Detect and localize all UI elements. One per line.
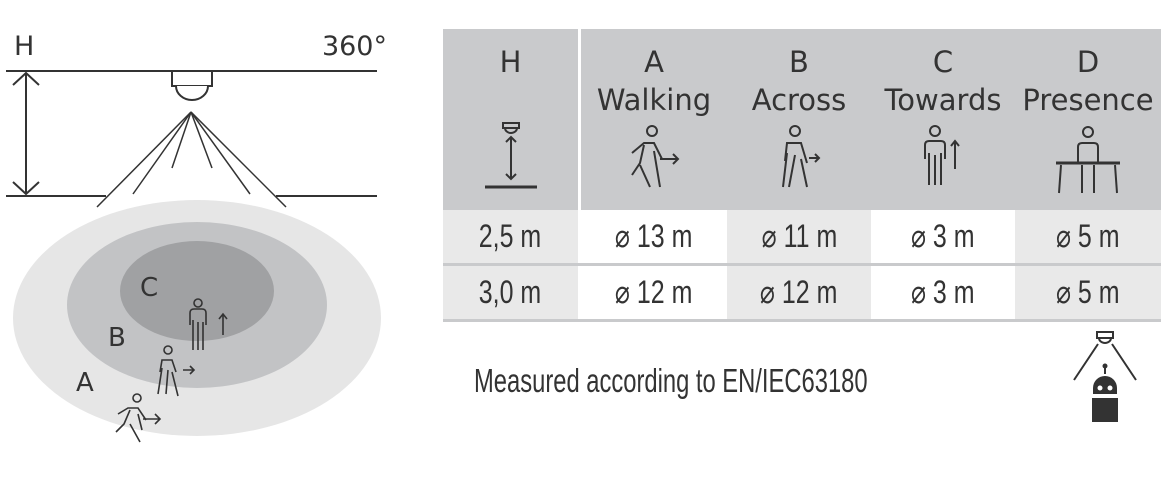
header-walking: A Walking — [581, 29, 727, 210]
table-header — [443, 29, 1161, 210]
header-letter: A — [644, 45, 664, 79]
cell-text: ⌀ 12 m — [760, 274, 838, 310]
cell-text: ⌀ 13 m — [615, 218, 693, 254]
zone-label-c: C — [140, 273, 158, 303]
header-letter: D — [1076, 45, 1100, 79]
cell-text: 2,5 m — [479, 218, 542, 254]
cell-walking: ⌀ 13 m — [581, 210, 727, 263]
measurement-note: Measured according to EN/IEC63180 — [474, 362, 868, 399]
walking-person-icon — [631, 125, 680, 188]
header-label: Presence — [1022, 83, 1154, 117]
detection-rays — [96, 111, 287, 208]
zone-c — [120, 241, 274, 341]
cell-walking: ⌀ 12 m — [581, 266, 727, 319]
header-label: Towards — [884, 83, 1002, 117]
height-label: H — [14, 31, 34, 62]
cell-presence: ⌀ 5 m — [1015, 210, 1161, 263]
cell-text: ⌀ 5 m — [1056, 218, 1120, 254]
cell-towards: ⌀ 3 m — [871, 210, 1015, 263]
walking-person-icon — [115, 393, 162, 443]
cell-text: ⌀ 3 m — [911, 218, 975, 254]
person-towards-icon — [189, 298, 228, 350]
person-across-icon — [782, 125, 821, 188]
column-divider — [578, 29, 581, 320]
header-presence: D Presence — [1015, 29, 1161, 210]
header-towards: C Towards — [871, 29, 1015, 210]
ceiling-sensor-robot-icon — [1073, 331, 1137, 422]
row-separator — [443, 319, 1161, 322]
person-across-icon — [157, 345, 196, 397]
ceiling-sensor-icon — [171, 70, 213, 101]
person-towards-icon — [924, 125, 960, 185]
header-label: Walking — [596, 83, 712, 117]
cell-text: ⌀ 11 m — [761, 218, 837, 254]
cell-towards: ⌀ 3 m — [871, 266, 1015, 319]
cell-across: ⌀ 11 m — [727, 210, 871, 263]
zone-label-b: B — [108, 323, 126, 353]
header-across: B Across — [727, 29, 871, 210]
row-height-cell: 3,0 m — [443, 266, 578, 319]
sensor-height-icon — [484, 122, 537, 189]
zone-label-a: A — [76, 368, 94, 398]
row-separator — [443, 263, 1161, 266]
header-height: H — [443, 29, 578, 210]
cell-presence: ⌀ 5 m — [1015, 266, 1161, 319]
cell-across: ⌀ 12 m — [727, 266, 871, 319]
header-label: Across — [751, 83, 847, 117]
angle-label: 360° — [322, 31, 387, 62]
height-arrow-icon — [12, 71, 40, 196]
cell-text: ⌀ 3 m — [911, 274, 975, 310]
cell-text: ⌀ 5 m — [1056, 274, 1120, 310]
header-letter: B — [789, 45, 809, 79]
cell-text: 3,0 m — [479, 274, 542, 310]
cell-text: ⌀ 12 m — [615, 274, 693, 310]
detection-zone-diagram: H 360° C B A — [6, 31, 387, 443]
header-letter: H — [499, 45, 522, 79]
header-letter: C — [932, 45, 954, 79]
row-height-cell: 2,5 m — [443, 210, 578, 263]
person-at-desk-icon — [1056, 126, 1120, 194]
